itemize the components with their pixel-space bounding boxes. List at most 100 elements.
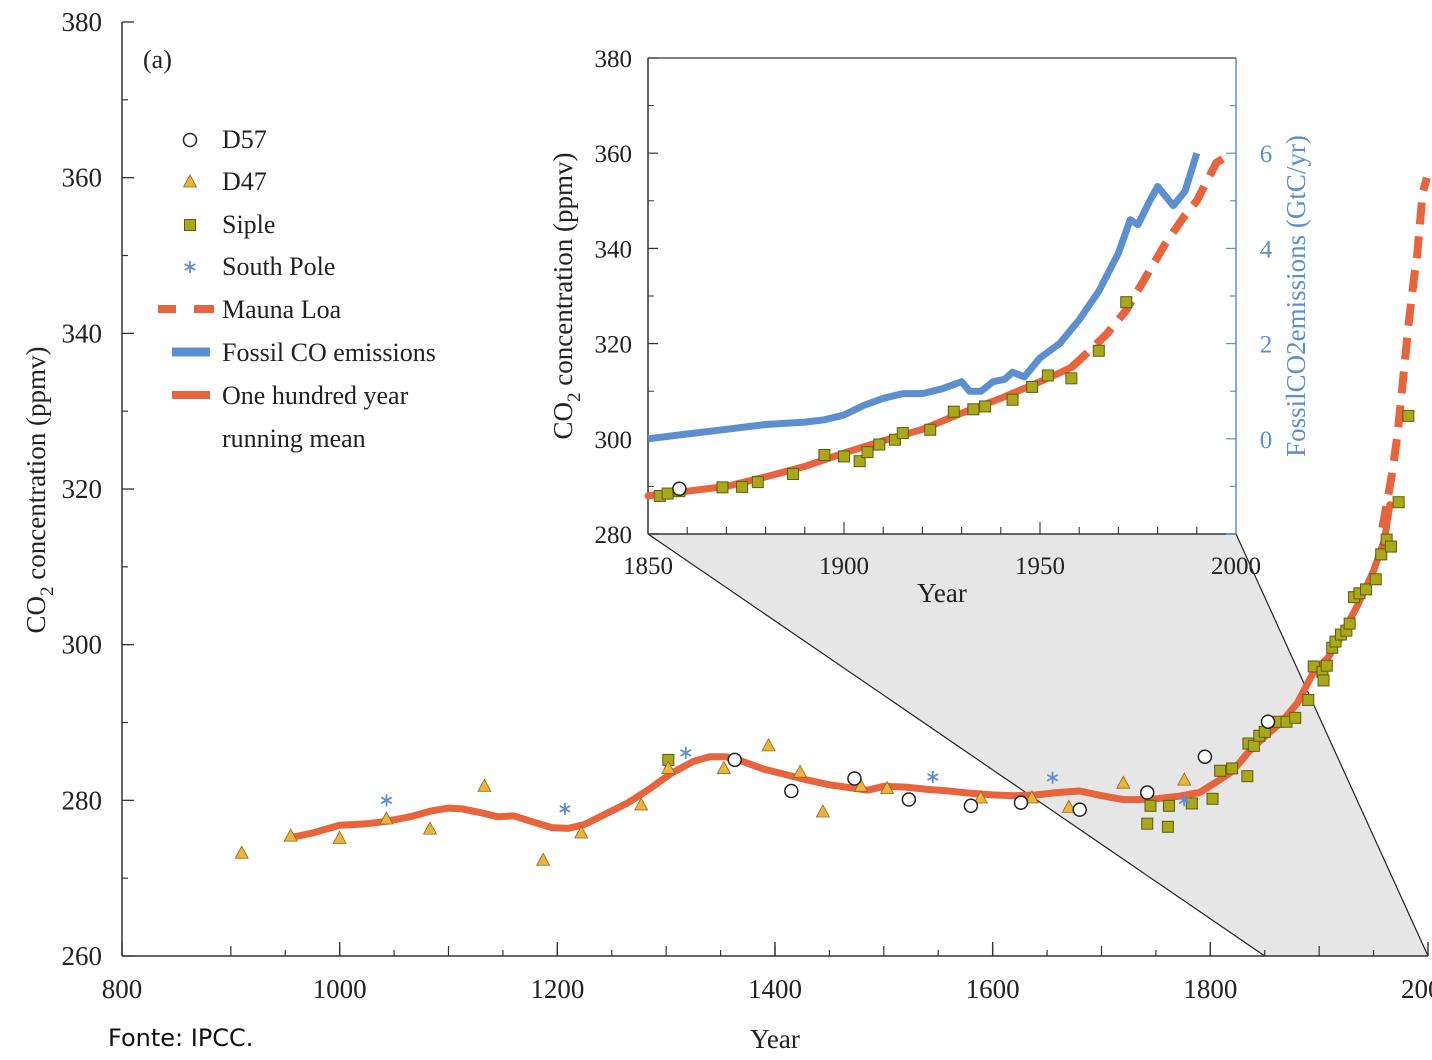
zoom-region xyxy=(648,534,1428,956)
mauna-loa-line xyxy=(1378,176,1431,529)
inset-y-tick-label: 380 xyxy=(595,46,633,73)
siple-point xyxy=(1247,739,1260,752)
d47-point xyxy=(661,760,676,774)
inset-x-tick-label: 2000 xyxy=(1211,553,1261,580)
d57-point xyxy=(901,792,917,807)
south-pole-stroke xyxy=(1046,773,1059,782)
inset-fossil-line xyxy=(647,152,1201,443)
inset-siple-point xyxy=(896,427,909,440)
d47-point xyxy=(574,825,589,839)
x-axis-title: Year xyxy=(750,1024,800,1054)
legend-running-mean-2-label: running mean xyxy=(222,424,366,453)
d47-point xyxy=(761,738,776,752)
d47-point xyxy=(792,764,808,778)
siple-point xyxy=(1317,674,1330,687)
legend-d47-symbol xyxy=(182,174,198,188)
inset-d57-point xyxy=(672,481,687,497)
d57-point xyxy=(1072,802,1087,817)
legend-running-mean-2: running mean xyxy=(222,424,366,453)
inset-siple-point xyxy=(661,487,674,500)
siple-point xyxy=(1359,583,1372,596)
d47-point xyxy=(379,811,394,825)
legend-fossil-label: Fossil CO emissions xyxy=(222,338,436,367)
inset-y2-tick-label: 2 xyxy=(1260,332,1273,359)
siple-point xyxy=(1402,409,1415,422)
siple-point xyxy=(1185,797,1198,810)
inset-siple-point xyxy=(1006,393,1019,406)
d47-point xyxy=(815,804,831,818)
y-tick-label: 260 xyxy=(62,941,103,971)
siple-point xyxy=(1214,764,1227,777)
inset-siple-point xyxy=(736,480,749,493)
d47-point xyxy=(1061,799,1077,813)
x-tick-label: 1400 xyxy=(748,974,802,1004)
inset-siple-point xyxy=(1092,344,1105,357)
inset-y-axis-title: CO2 concentration (ppmv) xyxy=(548,153,585,440)
legend-d57: D57 xyxy=(182,125,267,154)
inset-siple-point xyxy=(924,423,937,436)
x-tick-label: 2000 xyxy=(1401,974,1432,1004)
inset-siple-point xyxy=(873,438,886,451)
inset-siple-point xyxy=(838,450,850,463)
legend-south-pole-label: South Pole xyxy=(222,252,335,281)
d47-point xyxy=(973,790,988,804)
legend-d47-label: D47 xyxy=(222,167,267,196)
d57-point xyxy=(1197,749,1213,764)
inset-siple-point xyxy=(1120,296,1133,309)
inset-siple-point xyxy=(751,476,764,489)
legend-siple: Siple xyxy=(184,210,275,239)
inset-siple-point xyxy=(1065,372,1078,385)
inset-siple-point xyxy=(888,433,901,446)
siple-point xyxy=(1241,770,1254,783)
inset-mauna-loa-line xyxy=(1068,149,1235,371)
south-pole-point xyxy=(1178,794,1190,807)
zoom-line-right xyxy=(1235,533,1429,957)
legend-siple-symbol xyxy=(184,219,196,231)
south-pole-stroke xyxy=(1178,796,1190,805)
siple-point xyxy=(1375,548,1388,561)
d47-point xyxy=(1116,775,1131,789)
inset-y-tick-label: 300 xyxy=(595,427,633,454)
siple-point xyxy=(1161,820,1174,833)
siple-point xyxy=(1206,792,1219,805)
inset-x-tick-label: 1900 xyxy=(819,553,869,580)
y-tick-label: 320 xyxy=(62,474,103,504)
d47-point xyxy=(1177,772,1192,786)
south-pole-point xyxy=(559,802,571,815)
inset-y2-axis-title: FossilCO2emissions (GtC/yr) xyxy=(1281,135,1311,457)
y-tick-label: 340 xyxy=(62,318,103,348)
siple-point xyxy=(1289,711,1302,724)
siple-point xyxy=(1141,817,1154,830)
south-pole-point xyxy=(927,770,939,783)
siple-point xyxy=(1384,540,1397,553)
south-pole-point xyxy=(380,794,393,807)
d47-point xyxy=(1024,790,1040,804)
zoom-line-left xyxy=(647,533,1266,957)
inset-siple-point xyxy=(716,481,729,494)
inset-y-tick-label: 320 xyxy=(595,332,633,359)
inset-siple-point xyxy=(967,403,980,416)
inset-y2-tick-label: 4 xyxy=(1260,236,1273,263)
x-tick-label: 1200 xyxy=(530,974,584,1004)
legend-mauna-loa: Mauna Loa xyxy=(158,295,342,324)
d47-point xyxy=(716,760,732,774)
inset-x-axis-title: Year xyxy=(917,578,967,608)
y-tick-label: 280 xyxy=(62,785,103,815)
d57-point xyxy=(1139,785,1155,800)
d47-point xyxy=(234,845,249,859)
siple-point xyxy=(1302,693,1315,706)
legend-south-pole: South Pole xyxy=(184,252,335,281)
siple-point xyxy=(1343,617,1356,630)
x-tick-label: 1000 xyxy=(313,974,367,1004)
south-pole-point xyxy=(1046,771,1059,784)
d57-point xyxy=(784,783,799,799)
d57-point xyxy=(963,798,979,814)
inset-x-tick-label: 1950 xyxy=(1015,553,1065,580)
d47-point xyxy=(283,828,298,842)
siple-point xyxy=(1320,659,1333,672)
legend-running-mean: One hundred year xyxy=(172,381,409,410)
legend-d57-symbol xyxy=(182,132,198,148)
d47-point xyxy=(332,830,347,844)
x-tick-label: 1600 xyxy=(966,974,1020,1004)
